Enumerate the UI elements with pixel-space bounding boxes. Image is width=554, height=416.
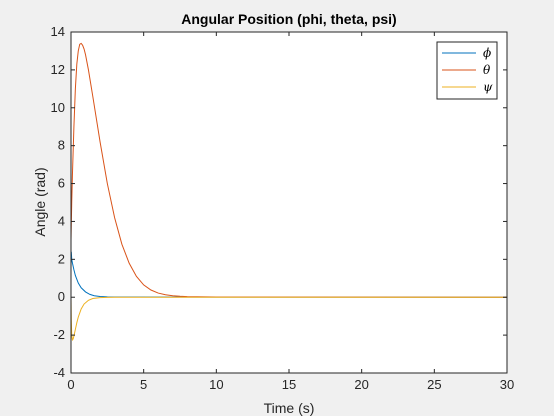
x-tick-label: 15 — [282, 377, 296, 392]
y-tick-label: 8 — [58, 138, 65, 153]
axes-layer: 0 5 10 15 20 25 30 -4 -2 0 2 4 6 8 10 12 14 — [51, 24, 515, 392]
series-line-1 — [70, 251, 508, 298]
x-axis-label: Time (s) — [264, 400, 315, 416]
legend: ϕθψ — [436, 41, 498, 100]
y-tick-label: 14 — [51, 24, 65, 39]
chart-title: Angular Position (phi, theta, psi) — [181, 11, 396, 27]
x-tick-label: 30 — [500, 377, 514, 392]
x-tick-label: 20 — [354, 377, 368, 392]
y-tick-label: 12 — [51, 62, 65, 77]
y-tick-label: 6 — [58, 176, 65, 191]
y-tick-label: -2 — [53, 327, 65, 342]
series-line-3 — [70, 296, 507, 342]
legend-entry: θ — [483, 63, 491, 77]
legend-entry: ϕ — [483, 46, 491, 60]
x-tick-label: 0 — [67, 377, 74, 392]
x-tick-label: 10 — [209, 377, 223, 392]
y-tick-label: 10 — [51, 100, 65, 115]
y-tick-label: 0 — [58, 289, 65, 304]
y-tick-label: -4 — [53, 365, 65, 380]
x-tick-label: 5 — [140, 377, 147, 392]
x-tick-label: 25 — [427, 377, 441, 392]
y-tick-label: 4 — [58, 213, 65, 228]
legend-entry: ψ — [483, 80, 493, 94]
y-axis-label: Angle (rad) — [32, 167, 48, 236]
plot-area — [71, 32, 507, 373]
series-line-2 — [70, 42, 508, 298]
series-layer — [70, 42, 508, 342]
y-tick-label: 2 — [58, 251, 65, 266]
